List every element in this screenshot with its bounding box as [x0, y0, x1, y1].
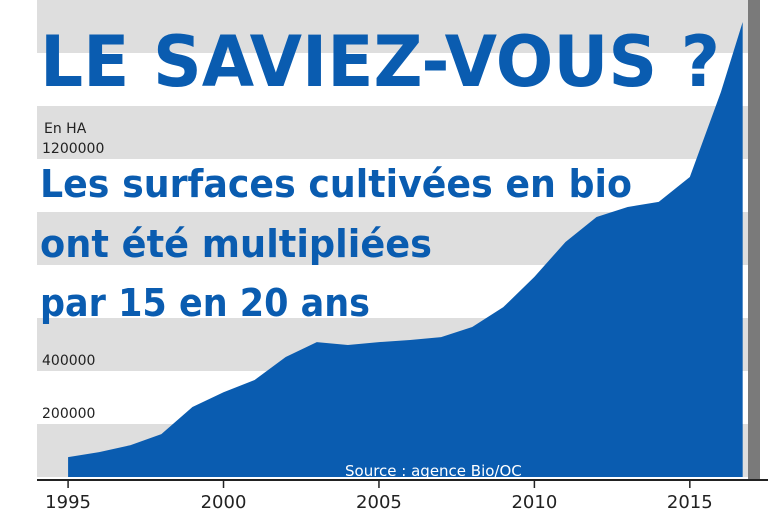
annotation: Source : agence Bio/OC	[345, 462, 522, 480]
area	[68, 21, 743, 478]
plot	[68, 21, 743, 478]
x-tick-label: 2010	[511, 492, 557, 513]
chart-title: LE SAVIEZ-VOUS ?	[40, 21, 720, 103]
y-axis-label: En HA	[44, 121, 87, 137]
x-tick-label: 2015	[667, 492, 713, 513]
subtitle-line: Les surfaces cultivées en bio	[40, 162, 632, 206]
y-tick-label: 1200000	[42, 141, 104, 157]
x-tick-label: 1995	[45, 492, 91, 513]
y-tick-label: 400000	[42, 353, 95, 369]
band	[37, 106, 752, 159]
x-tick-label: 2000	[201, 492, 247, 513]
band	[37, 0, 752, 53]
y-tick-label: 200000	[42, 406, 95, 422]
x-tick-label: 2005	[356, 492, 402, 513]
subtitle-line: ont été multipliées	[40, 222, 432, 266]
shadow	[748, 0, 760, 480]
subtitle-line: par 15 en 20 ans	[40, 281, 370, 325]
